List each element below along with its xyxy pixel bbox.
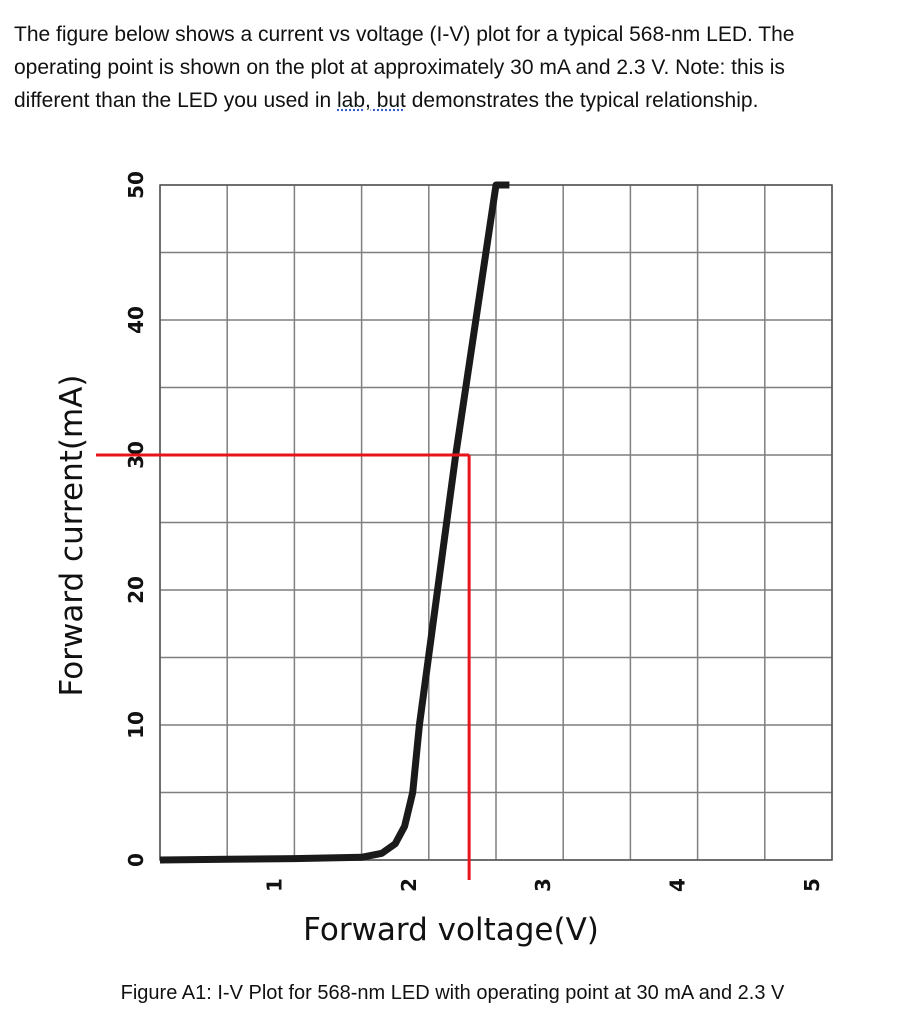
intro-text: The figure below shows a current vs volt… bbox=[14, 18, 894, 117]
intro-line-2: operating point is shown on the plot at … bbox=[14, 56, 785, 79]
figure-caption: Figure A1: I-V Plot for 568-nm LED with … bbox=[120, 982, 785, 1004]
intro-line-3-underlined: lab, but bbox=[337, 89, 406, 112]
x-tick-label: 4 bbox=[666, 878, 690, 892]
x-tick-label: 3 bbox=[531, 878, 555, 892]
x-tick-label: 1 bbox=[262, 878, 286, 892]
x-tick-label: 5 bbox=[800, 878, 824, 892]
chart-grid bbox=[159, 184, 833, 861]
x-tick-labels: 1 2 3 4 5 bbox=[262, 878, 824, 892]
y-tick-label: 50 bbox=[124, 171, 148, 199]
y-axis-label: Forward current(mA) bbox=[54, 375, 90, 697]
y-tick-label: 0 bbox=[124, 853, 148, 867]
intro-line-3b: demonstrates the typical relationship. bbox=[405, 89, 759, 112]
y-tick-label: 40 bbox=[124, 306, 148, 334]
y-tick-label: 10 bbox=[124, 711, 148, 739]
x-axis-label: Forward voltage(V) bbox=[303, 912, 599, 948]
x-tick-label: 2 bbox=[397, 878, 421, 892]
intro-line-3a: different than the LED you used in bbox=[14, 89, 337, 112]
iv-curve-line bbox=[159, 181, 510, 864]
intro-line-1: The figure below shows a current vs volt… bbox=[14, 23, 795, 46]
y-tick-label: 20 bbox=[124, 576, 148, 604]
